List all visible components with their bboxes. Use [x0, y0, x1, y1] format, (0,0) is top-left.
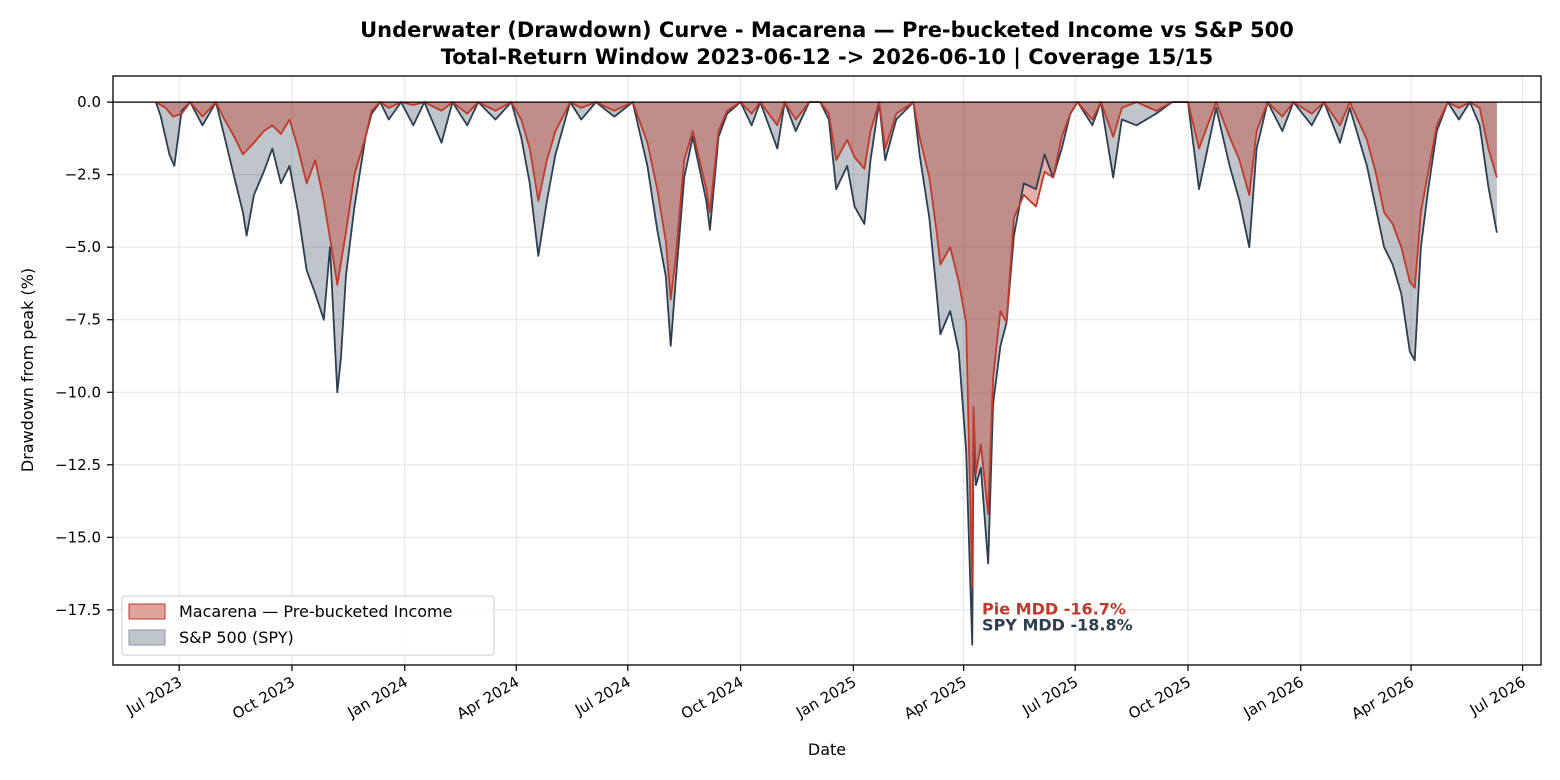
pie-mdd-annotation: Pie MDD -16.7% [982, 599, 1126, 618]
y-tick-label: −7.5 [65, 311, 101, 329]
legend-label: S&P 500 (SPY) [179, 628, 294, 647]
y-axis: 0.0 −2.5 −5.0 −7.5 −10.0 −12.5 −15.0 −17.5 [55, 93, 113, 619]
annotations: Pie MDD -16.7%SPY MDD -18.8% [982, 599, 1133, 634]
legend-swatch [128, 629, 166, 646]
y-tick-label: −5.0 [65, 238, 101, 256]
y-axis-label: Drawdown from peak (%) [18, 268, 37, 472]
chart-title-line2: Total-Return Window 2023-06-12 -> 2026-0… [441, 45, 1213, 70]
y-tick-label: −10.0 [55, 383, 101, 401]
spy-area [155, 102, 1497, 645]
legend-swatch [128, 603, 166, 620]
plot-frame [112, 75, 1542, 666]
y-tick-label: −17.5 [55, 601, 101, 619]
x-axis-label: Date [808, 740, 846, 759]
chart-title-line1: Underwater (Drawdown) Curve - Macarena —… [360, 18, 1294, 42]
y-tick-label: −15.0 [55, 528, 101, 546]
spy-mdd-annotation: SPY MDD -18.8% [982, 615, 1133, 634]
legend: Macarena — Pre-bucketed Income S&P 500 (S… [121, 595, 495, 656]
y-tick-label: −2.5 [65, 166, 101, 184]
legend-label: Macarena — Pre-bucketed Income [179, 602, 452, 621]
y-tick-label: −12.5 [55, 456, 101, 474]
legend-box [121, 595, 495, 656]
y-tick-label: 0.0 [77, 93, 101, 111]
spy-line [155, 101, 1498, 646]
series-layer [155, 101, 1498, 646]
macarena-line [155, 101, 1498, 588]
